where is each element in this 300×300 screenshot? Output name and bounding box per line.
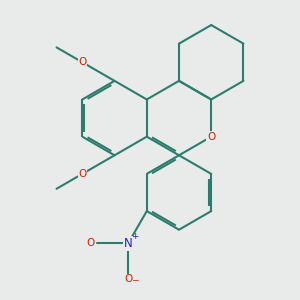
Text: O: O <box>78 169 86 179</box>
Text: O: O <box>87 238 95 248</box>
Text: O: O <box>124 274 132 284</box>
Text: O: O <box>78 57 86 67</box>
Text: N: N <box>124 237 133 250</box>
Text: +: + <box>131 232 139 241</box>
Text: O: O <box>207 132 215 142</box>
Text: −: − <box>131 275 139 284</box>
